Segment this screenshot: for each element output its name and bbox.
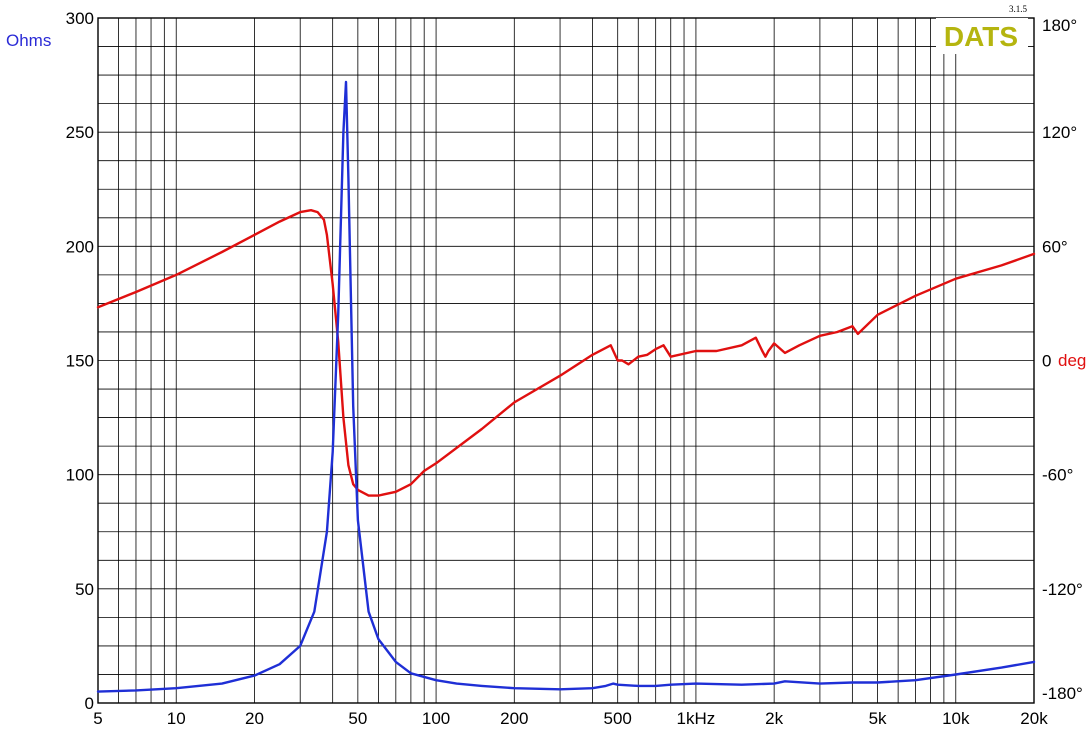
x-tick-label: 100 xyxy=(422,709,450,728)
y-right-tick-label: 0 xyxy=(1042,352,1051,371)
x-tick-label: 1kHz xyxy=(677,709,716,728)
y-left-tick-label: 200 xyxy=(66,237,94,256)
x-tick-label: 20 xyxy=(245,709,264,728)
x-tick-label: 500 xyxy=(604,709,632,728)
series-layer xyxy=(96,80,1036,693)
y-left-tick-label: 250 xyxy=(66,123,94,142)
x-tick-label: 20k xyxy=(1020,709,1048,728)
x-tick-label: 5k xyxy=(869,709,887,728)
plot-frame xyxy=(97,17,1035,704)
y-left-tick-label: 150 xyxy=(66,352,94,371)
deg-unit-label: deg xyxy=(1058,351,1086,370)
y-right-tick-label: -60° xyxy=(1042,466,1073,485)
x-tick-label: 10 xyxy=(167,709,186,728)
ohms-unit-label: Ohms xyxy=(6,31,51,50)
x-tick-labels: 5 10 20 50 100 200 500 1kHz 2k 5k 10k 20k xyxy=(93,709,1048,728)
brand-background xyxy=(936,18,1028,54)
y-left-tick-labels: 0 50 100 150 200 250 300 xyxy=(66,9,94,713)
y-left-tick-label: 300 xyxy=(66,9,94,28)
y-right-tick-label: 120° xyxy=(1042,123,1077,142)
y-right-tick-label: 180° xyxy=(1042,16,1077,35)
y-left-tick-label: 100 xyxy=(66,466,94,485)
impedance-series-line xyxy=(96,80,1036,693)
phase-series-line xyxy=(96,209,1036,497)
y-left-tick-label: 50 xyxy=(75,580,94,599)
x-tick-label: 200 xyxy=(500,709,528,728)
y-right-tick-label: -120° xyxy=(1042,580,1083,599)
x-tick-label: 2k xyxy=(765,709,783,728)
brand-logo: DATS xyxy=(944,21,1018,52)
grid-lines xyxy=(97,17,1035,704)
x-tick-label: 50 xyxy=(348,709,367,728)
version-label: 3.1.5 xyxy=(1009,4,1028,14)
y-left-tick-label: 0 xyxy=(85,694,94,713)
y-right-tick-label: -180° xyxy=(1042,684,1083,703)
x-tick-label: 10k xyxy=(942,709,970,728)
y-right-tick-labels: -180° -120° -60° 0 60° 120° 180° xyxy=(1042,16,1083,703)
x-tick-label: 5 xyxy=(93,709,102,728)
y-right-tick-label: 60° xyxy=(1042,237,1068,256)
